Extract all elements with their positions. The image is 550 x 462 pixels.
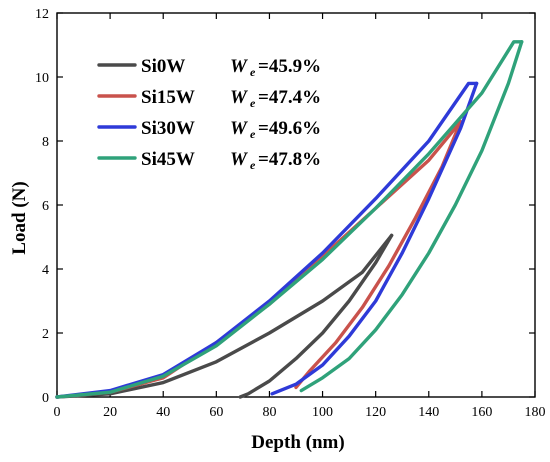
legend-we-subscript: e: [250, 158, 256, 172]
legend-we-value-si15w: =47.4%: [258, 87, 321, 108]
x-tick-label: 20: [103, 405, 117, 420]
legend-label-si0w: Si0W: [141, 56, 185, 77]
curves: [55, 40, 524, 399]
x-tick-label: 100: [312, 405, 333, 420]
x-tick-label: 180: [525, 405, 546, 420]
x-tick-label: 160: [471, 405, 492, 420]
x-tick-label: 120: [365, 405, 386, 420]
x-tick-label: 60: [209, 405, 223, 420]
legend-label-si30w: Si30W: [141, 118, 195, 139]
x-tick-label: 140: [418, 405, 439, 420]
axes: 0 20 40 60 80 100 120 140 160 180 0 2 4 6 8 10 12: [35, 7, 546, 420]
legend-we-value-si30w: =49.6%: [258, 118, 321, 139]
legend-we-subscript: e: [250, 65, 256, 79]
y-tick-label: 2: [42, 327, 49, 342]
x-tick-label: 40: [156, 405, 170, 420]
legend-we-symbol: W: [230, 149, 248, 170]
series-si45w-unloading-curve: [299, 40, 524, 393]
legend-we-subscript: e: [250, 96, 256, 110]
legend-we-value-si0w: =45.9%: [258, 56, 321, 77]
legend-we-symbol: W: [230, 118, 248, 139]
legend-we-subscript: e: [250, 127, 256, 141]
series-si45w-loading-curve: [55, 40, 524, 399]
y-tick-label: 12: [35, 7, 49, 22]
legend-label-si45w: Si45W: [141, 149, 195, 170]
y-tick-label: 4: [42, 263, 49, 278]
y-tick-label: 6: [42, 199, 49, 214]
y-axis-title: Load (N): [9, 181, 30, 254]
legend-we-symbol: W: [230, 56, 248, 77]
y-tick-label: 10: [35, 71, 49, 86]
series-si0w-loading-curve: [55, 233, 394, 399]
legend-we-symbol: W: [230, 87, 248, 108]
series-si30w-unloading-curve: [270, 81, 479, 396]
y-tick-label: 0: [42, 391, 49, 406]
x-axis-title: Depth (nm): [251, 432, 344, 453]
legend-label-si15w: Si15W: [141, 87, 195, 108]
y-tick-label: 8: [42, 135, 49, 150]
x-tick-label: 0: [54, 405, 61, 420]
series-si0w-unloading-curve: [238, 233, 394, 399]
legend-we-value-si45w: =47.8%: [258, 149, 321, 170]
x-tick-label: 80: [262, 405, 276, 420]
